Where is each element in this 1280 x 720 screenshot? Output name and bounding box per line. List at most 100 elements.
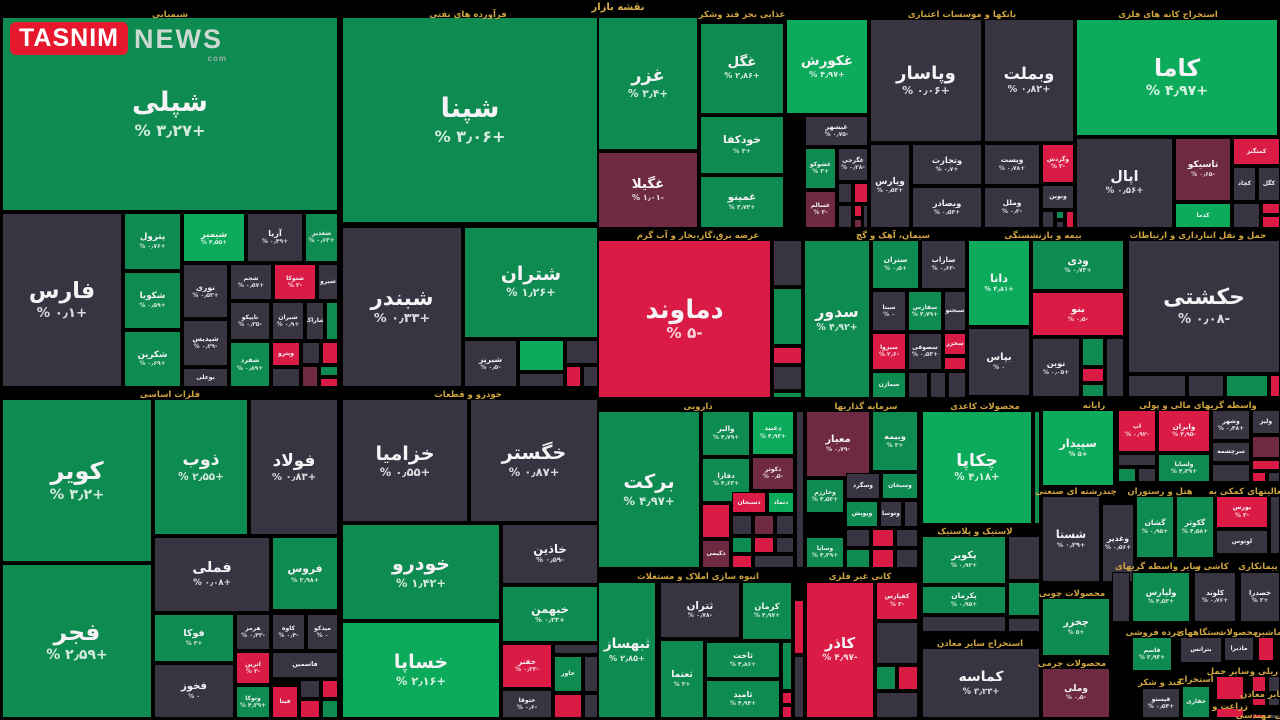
stock-tile[interactable] [773, 240, 802, 286]
stock-tile[interactable] [776, 537, 794, 553]
stock-tile-دسبحان[interactable]: دسبحان [732, 492, 766, 513]
stock-tile[interactable] [796, 411, 804, 568]
stock-tile[interactable] [322, 680, 338, 698]
stock-tile[interactable] [1212, 464, 1250, 482]
stock-tile-خفنر[interactable]: خفنر -۰٫۲۳ % [502, 644, 552, 688]
stock-tile-دعبید[interactable]: دعبید +۴٫۹۳ % [752, 411, 794, 455]
stock-tile-شجم[interactable]: شجم +۰٫۵۷ % [230, 264, 272, 300]
stock-tile-برکت[interactable]: برکت +۴٫۹۷ % [598, 411, 700, 568]
stock-tile-وپاسار[interactable]: وپاسار +۰٫۰۶ % [870, 19, 982, 142]
stock-tile-ثعتما[interactable]: ثعتما +۳ % [660, 640, 704, 718]
stock-tile[interactable] [876, 666, 896, 690]
stock-tile-بپاس[interactable]: بپاس ۰ % [968, 328, 1030, 396]
stock-tile-وخارزم[interactable]: وخارزم +۴٫۵۳ % [806, 479, 844, 513]
stock-tile-وبملت[interactable]: وبملت +۰٫۸۲ % [984, 19, 1074, 142]
stock-tile[interactable] [794, 656, 804, 718]
stock-tile[interactable] [754, 515, 774, 535]
stock-tile-اترین[interactable]: اترین -۳ % [236, 652, 270, 684]
stock-tile-شفرد[interactable]: شفرد +۰٫۸۹ % [230, 342, 270, 387]
stock-tile[interactable] [1112, 572, 1130, 622]
stock-tile-وایران[interactable]: وایران -۴٫۹۵ % [1158, 410, 1210, 452]
stock-tile-شتران[interactable]: شتران +۱٫۲۶ % [464, 227, 598, 338]
stock-tile-حفاری[interactable]: حفاری [1182, 686, 1210, 718]
stock-tile[interactable] [1008, 536, 1040, 580]
stock-tile-ونوین[interactable]: ونوین [1042, 185, 1074, 209]
stock-tile-ولپارس[interactable]: ولپارس +۴٫۵۳ % [1132, 572, 1190, 622]
stock-tile[interactable] [876, 622, 918, 664]
stock-tile-خاور[interactable]: خاور [554, 656, 582, 692]
stock-tile-وسگرد[interactable]: وسگرد [846, 473, 880, 499]
stock-tile[interactable] [326, 302, 338, 340]
stock-tile-وتوکا[interactable]: وتوکا +۴٫۳۹ % [236, 686, 270, 718]
stock-tile[interactable] [702, 504, 730, 538]
stock-tile-شبریز[interactable]: شبریز -۰٫۵ % [464, 340, 517, 387]
stock-tile-فجر[interactable]: فجر +۲٫۵۹ % [2, 564, 152, 718]
stock-tile-وتوسا[interactable]: وتوسا [880, 501, 902, 527]
stock-tile-دتماد[interactable]: دتماد [768, 492, 794, 513]
stock-tile[interactable] [1008, 618, 1040, 632]
stock-tile-شکرین[interactable]: شکرین +۰٫۶۹ % [124, 331, 181, 387]
stock-tile-ولیز[interactable]: ولیز [1252, 410, 1280, 434]
stock-tile-کچاد[interactable]: کچاد [1233, 167, 1256, 201]
stock-tile-غمینو[interactable]: غمینو +۳٫۷۳ % [700, 176, 784, 228]
stock-tile-میدکو[interactable]: میدکو ۰ % [307, 614, 338, 650]
stock-tile-کماسه[interactable]: کماسه +۳٫۲۳ % [922, 648, 1040, 718]
stock-tile-معیار[interactable]: معیار -۰٫۷۹ % [806, 411, 870, 477]
stock-tile-وبصادر[interactable]: وبصادر +۰٫۵۳ % [912, 187, 982, 228]
stock-tile[interactable] [1106, 338, 1124, 397]
stock-tile-ثتران[interactable]: ثتران -۰٫۷۸ % [660, 582, 740, 638]
stock-tile[interactable] [584, 656, 598, 692]
stock-tile-کدما[interactable]: کدما [1175, 203, 1231, 228]
stock-tile-هرمز[interactable]: هرمز -۰٫۴۳ % [236, 614, 270, 650]
stock-tile[interactable] [566, 366, 581, 387]
stock-tile-ودی[interactable]: ودی +۰٫۷۳ % [1032, 240, 1124, 290]
stock-tile-حکشتی[interactable]: حکشتی -۰٫۰۸ % [1128, 240, 1280, 373]
stock-tile[interactable] [300, 680, 320, 698]
stock-tile-بورس[interactable]: بورس -۳ % [1216, 496, 1268, 528]
stock-tile-کاما[interactable]: کاما +۴٫۹۷ % [1076, 19, 1278, 136]
stock-tile[interactable] [773, 366, 802, 390]
stock-tile-غسالم[interactable]: غسالم -۳ % [805, 191, 836, 228]
stock-tile-تاسیکو[interactable]: تاسیکو -۰٫۶۵ % [1175, 138, 1231, 201]
stock-tile-پکرمان[interactable]: پکرمان +۰٫۹۵ % [922, 586, 1006, 614]
stock-tile[interactable] [554, 694, 582, 718]
stock-tile[interactable] [846, 549, 870, 568]
stock-tile-کلوند[interactable]: کلوند +۰٫۷۶ % [1194, 572, 1236, 622]
stock-tile-ختوقا[interactable]: ختوقا -۰٫۶ % [502, 690, 552, 718]
stock-tile[interactable] [583, 366, 598, 387]
stock-tile-خساپا[interactable]: خساپا +۲٫۱۶ % [342, 622, 500, 718]
stock-tile[interactable] [922, 616, 1006, 632]
stock-tile-نوری[interactable]: نوری +۰٫۵۳ % [183, 264, 228, 318]
stock-tile-کاذر[interactable]: کاذر -۴٫۹۷ % [806, 582, 874, 718]
stock-tile[interactable] [776, 515, 794, 535]
stock-tile[interactable] [1056, 211, 1064, 219]
stock-tile-وپارس[interactable]: وپارس +۰٫۵۳ % [870, 144, 910, 228]
stock-tile[interactable] [846, 529, 870, 547]
stock-tile[interactable] [272, 368, 300, 387]
stock-tile[interactable] [908, 372, 928, 398]
stock-tile[interactable] [300, 700, 320, 718]
stock-tile-دماوند[interactable]: دماوند -۵ % [598, 240, 771, 398]
stock-tile[interactable] [944, 357, 966, 370]
stock-tile-بترانس[interactable]: بترانس [1180, 637, 1222, 663]
stock-tile-وتجارت[interactable]: وتجارت +۰٫۷ % [912, 144, 982, 185]
stock-tile-غگرجی[interactable]: غگرجی -۰٫۲۸ % [838, 148, 868, 181]
stock-tile[interactable] [1270, 496, 1280, 554]
stock-tile[interactable] [773, 347, 802, 364]
stock-tile-شپنا[interactable]: شپنا +۳٫۰۶ % [342, 17, 598, 223]
stock-tile[interactable] [1066, 211, 1074, 228]
stock-tile-پکویر[interactable]: پکویر +۰٫۹۲ % [922, 536, 1006, 584]
stock-tile[interactable] [1118, 468, 1136, 482]
stock-tile-خاذین[interactable]: خاذین -۰٫۵۹ % [502, 524, 598, 584]
stock-tile-اپ[interactable]: اپ -۰٫۹۲ % [1118, 410, 1156, 452]
stock-tile-دکوثر[interactable]: دکوثر -۰٫۵ % [752, 457, 794, 490]
stock-tile-شغدیر[interactable]: شغدیر +۰٫۶۳ % [305, 213, 338, 262]
stock-tile[interactable] [302, 342, 320, 364]
stock-tile[interactable] [782, 692, 792, 704]
stock-tile-کمنگنز[interactable]: کمنگنز [1233, 138, 1280, 165]
stock-tile[interactable] [519, 340, 564, 371]
stock-tile[interactable] [904, 501, 918, 527]
stock-tile-ولساپا[interactable]: ولساپا +۴٫۳۹ % [1158, 454, 1210, 482]
stock-tile-وشهر[interactable]: وشهر +۰٫۴۸ % [1212, 410, 1250, 440]
stock-tile-مادیرا[interactable]: مادیرا [1224, 637, 1254, 661]
